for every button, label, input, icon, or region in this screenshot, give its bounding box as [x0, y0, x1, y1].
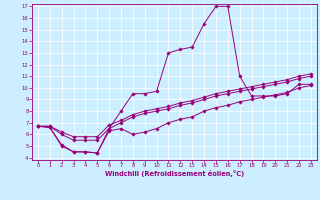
X-axis label: Windchill (Refroidissement éolien,°C): Windchill (Refroidissement éolien,°C) [105, 170, 244, 177]
